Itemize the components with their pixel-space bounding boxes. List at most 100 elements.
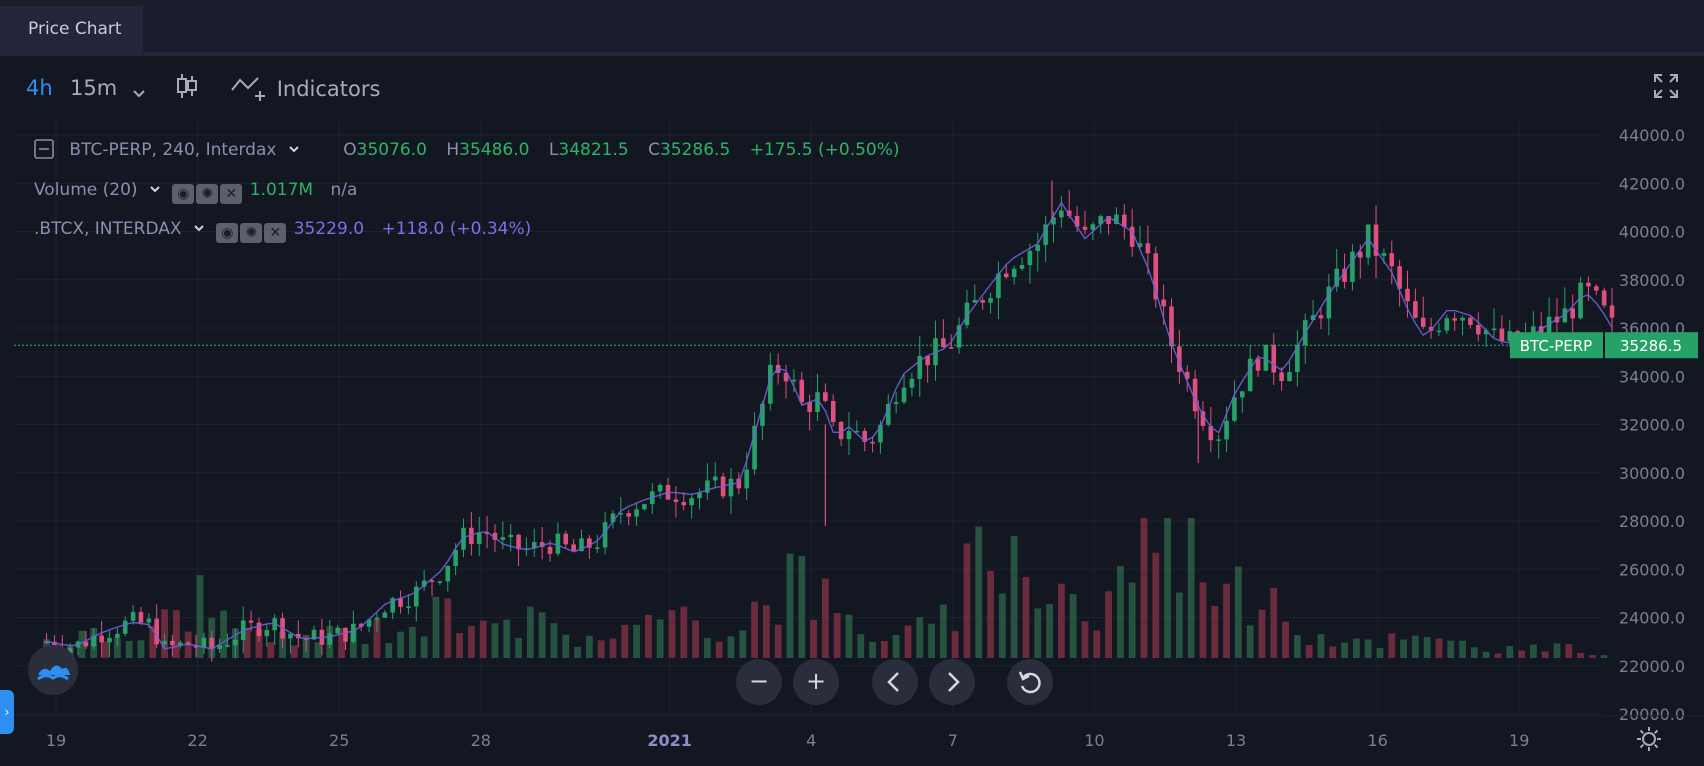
- settings-button[interactable]: [1636, 726, 1662, 756]
- eye-icon[interactable]: ◉: [216, 223, 239, 243]
- volume-bar: [444, 598, 452, 658]
- volume-label[interactable]: Volume (20): [34, 180, 138, 200]
- candle-body: [1342, 268, 1347, 282]
- candle-body: [1247, 358, 1253, 392]
- gear-icon[interactable]: ✺: [196, 184, 219, 204]
- volume-bar: [1022, 576, 1030, 658]
- chevron-down-icon[interactable]: [193, 224, 205, 234]
- chevron-down-icon[interactable]: [288, 145, 300, 155]
- zoom-out-button[interactable]: −: [736, 659, 782, 705]
- volume-bar: [609, 638, 617, 658]
- volume-bar: [408, 626, 416, 658]
- index-controls: ◉ ✺ ✕: [216, 222, 288, 243]
- volume-bar: [1128, 582, 1136, 658]
- candle-body: [162, 640, 167, 645]
- candle-body: [1169, 306, 1174, 347]
- candle-body: [233, 639, 238, 646]
- reset-chart-button[interactable]: [1007, 659, 1053, 705]
- side-panel-toggle[interactable]: ›: [0, 690, 14, 734]
- candle-body: [1098, 216, 1103, 225]
- symbol-name[interactable]: BTC-PERP, 240, Interdax: [69, 140, 277, 160]
- candle-body: [689, 498, 694, 506]
- volume-bar: [762, 605, 770, 658]
- x-tick-label: 10: [1084, 731, 1104, 750]
- fullscreen-button[interactable]: [1652, 72, 1680, 105]
- candle-body: [99, 635, 104, 643]
- volume-bar: [1376, 647, 1384, 658]
- volume-bar: [1069, 594, 1077, 658]
- volume-bar: [880, 641, 888, 658]
- candle-body: [492, 532, 498, 540]
- candle-body: [1027, 250, 1033, 266]
- candle-body: [799, 379, 805, 403]
- candle-body: [1436, 330, 1442, 333]
- candle-body: [1200, 411, 1206, 426]
- tab-price-chart[interactable]: Price Chart: [0, 6, 143, 56]
- volume-bar: [656, 619, 664, 658]
- interval-4h-button[interactable]: 4h: [26, 76, 53, 100]
- candle-body: [248, 620, 254, 623]
- volume-bar: [833, 613, 841, 658]
- candle-body: [107, 637, 112, 643]
- x-tick-label: 25: [329, 731, 349, 750]
- index-series-line: [46, 201, 1613, 650]
- volume-bar: [739, 630, 747, 658]
- volume-bar: [491, 623, 499, 658]
- candle-body: [547, 546, 553, 554]
- candle-body: [1287, 372, 1292, 382]
- volume-bar: [550, 623, 558, 658]
- volume-bar: [928, 623, 935, 658]
- volume-bar: [1152, 552, 1160, 658]
- candle-body: [760, 403, 765, 426]
- index-label[interactable]: .BTCX, INTERDAX: [34, 219, 182, 239]
- volume-bar: [1494, 653, 1502, 658]
- chart-canvas[interactable]: 44000.042000.040000.038000.036000.034000…: [0, 120, 1704, 766]
- low-label: L: [548, 140, 559, 160]
- volume-bar: [845, 614, 853, 658]
- candle-body: [642, 504, 647, 510]
- candle-body: [1153, 253, 1159, 300]
- volume-bar: [1435, 638, 1443, 658]
- candle-body: [964, 302, 970, 326]
- collapse-icon[interactable]: [34, 139, 54, 159]
- scroll-right-button[interactable]: [929, 659, 975, 705]
- candle-body: [130, 612, 136, 621]
- volume-bar: [680, 606, 688, 658]
- scroll-left-button[interactable]: [872, 659, 918, 705]
- candle-body: [1208, 425, 1214, 441]
- volume-bar: [1388, 633, 1396, 658]
- volume-bar: [1282, 621, 1289, 658]
- candle-body: [1263, 344, 1269, 371]
- volume-bar: [1317, 634, 1325, 658]
- candle-body: [1460, 317, 1465, 321]
- price-tag-symbol: BTC-PERP: [1520, 337, 1592, 355]
- logo-button[interactable]: [28, 645, 78, 695]
- eye-icon[interactable]: ◉: [172, 184, 195, 204]
- interval-15m-button[interactable]: 15m: [70, 76, 118, 100]
- volume-bar: [314, 642, 322, 658]
- volume-bar: [125, 640, 133, 658]
- gear-icon[interactable]: ✺: [240, 223, 263, 243]
- candle-body: [288, 633, 293, 639]
- chart-type-button[interactable]: [176, 72, 198, 105]
- volume-bar: [975, 526, 983, 658]
- candle-body: [1177, 346, 1182, 372]
- volume-bar: [373, 619, 381, 658]
- indicators-button[interactable]: Indicators: [230, 72, 380, 106]
- candle-body: [1106, 216, 1111, 224]
- price-chart[interactable]: 44000.0 42000.0 40000.0 38000.0 36000.0 34000…: [0, 120, 1704, 766]
- candle-body: [1452, 318, 1457, 321]
- close-icon[interactable]: ✕: [220, 184, 243, 204]
- interval-dropdown[interactable]: [132, 80, 146, 104]
- candle-body: [1483, 330, 1489, 335]
- candle-body: [602, 522, 608, 548]
- sun-icon: [1637, 727, 1661, 751]
- high-label: H: [446, 140, 460, 160]
- zoom-in-button[interactable]: +: [793, 659, 839, 705]
- candle-body: [1531, 326, 1536, 337]
- chevron-down-icon[interactable]: [149, 185, 161, 195]
- volume-bar: [1529, 644, 1537, 658]
- volume-bar: [692, 620, 699, 658]
- close-icon[interactable]: ✕: [264, 223, 287, 243]
- candle-body: [1121, 214, 1127, 227]
